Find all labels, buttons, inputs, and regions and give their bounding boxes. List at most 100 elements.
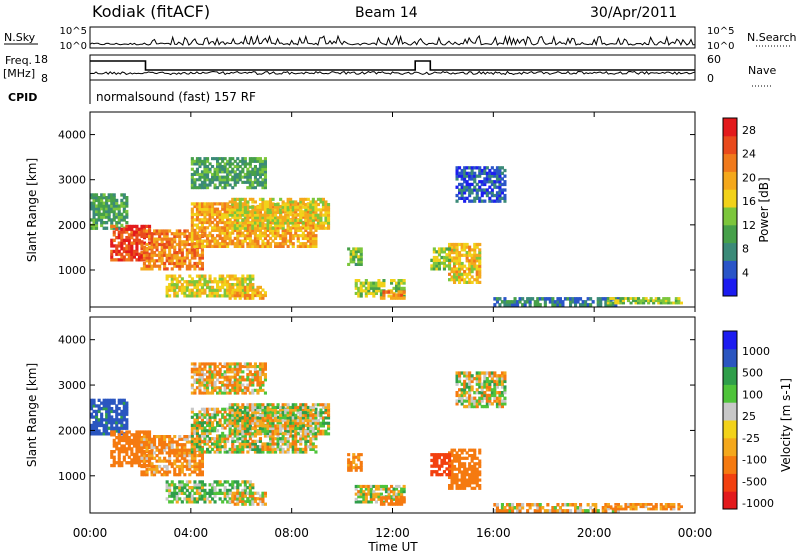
scatter-cell: [493, 199, 497, 203]
scatter-cell: [97, 409, 101, 414]
scatter-cell: [301, 197, 305, 201]
scatter-cell: [432, 250, 436, 254]
scatter-cell: [400, 296, 404, 300]
scatter-cell: [432, 264, 436, 268]
scatter-cell: [120, 461, 124, 465]
scatter-cell: [178, 237, 182, 241]
scatter-cell: [269, 429, 273, 433]
scatter-cell: [246, 167, 250, 171]
scatter-cell: [195, 210, 199, 214]
scatter-cell: [238, 370, 242, 374]
scatter-cell: [364, 291, 368, 295]
scatter-cell: [163, 443, 167, 447]
scatter-cell: [190, 234, 194, 238]
scatter-cell: [458, 259, 462, 263]
scatter-cell: [208, 391, 212, 395]
scatter-cell: [185, 256, 189, 260]
scatter-cell: [110, 226, 114, 230]
scatter-cell: [122, 415, 126, 419]
scatter-cell: [198, 365, 202, 369]
scatter-cell: [150, 470, 154, 474]
scatter-cell: [165, 267, 169, 271]
scatter-cell: [251, 170, 255, 174]
scatter-cell: [107, 404, 111, 408]
scatter-cell: [248, 419, 252, 423]
scatter-cell: [263, 365, 267, 369]
scatter-cell: [117, 458, 121, 462]
scatter-cell: [153, 259, 157, 263]
scatter-cell: [238, 378, 242, 382]
scatter-cell: [148, 245, 152, 249]
scatter-cell: [465, 267, 469, 271]
scatter-cell: [218, 212, 222, 217]
scatter-cell: [168, 285, 172, 290]
scatter-cell: [195, 207, 199, 211]
scatter-cell: [246, 450, 250, 454]
scatter-cell: [279, 224, 283, 228]
scatter-cell: [231, 439, 235, 443]
scatter-cell: [304, 236, 308, 240]
scatter-cell: [110, 207, 114, 211]
scatter-cell: [218, 288, 222, 292]
scatter-cell: [221, 380, 225, 384]
scatter-cell: [309, 411, 313, 415]
scatter-cell: [223, 370, 227, 374]
scatter-cell: [180, 285, 184, 290]
scatter-cell: [160, 240, 164, 244]
scatter-cell: [606, 303, 610, 307]
scatter-cell: [291, 203, 295, 207]
scatter-cell: [112, 207, 116, 211]
scatter-cell: [226, 294, 230, 298]
scatter-cell: [243, 500, 247, 504]
scatter-cell: [448, 242, 452, 247]
scatter-cell: [145, 435, 149, 439]
scatter-cell: [455, 185, 459, 189]
scatter-cell: [218, 157, 222, 161]
scatter-cell: [473, 177, 477, 181]
scatter-cell: [223, 167, 227, 171]
scatter-cell: [319, 429, 323, 433]
scatter-cell: [299, 429, 303, 433]
scatter-cell: [226, 212, 230, 217]
scatter-cell: [387, 490, 391, 494]
scatter-cell: [261, 165, 265, 169]
scatter-cell: [352, 247, 356, 251]
scatter-cell: [175, 251, 179, 255]
scatter-cell: [251, 388, 255, 392]
scatter-cell: [100, 223, 104, 228]
scatter-cell: [304, 405, 308, 409]
scatter-cell: [208, 373, 212, 377]
scatter-cell: [223, 183, 227, 187]
scatter-cell: [137, 255, 141, 259]
scatter-cell: [233, 494, 237, 498]
scatter-cell: [437, 261, 441, 265]
scatter-cell: [228, 413, 232, 417]
scatter-cell: [243, 228, 247, 232]
scatter-cell: [488, 199, 492, 203]
scatter-cell: [243, 437, 247, 441]
scatter-cell: [465, 166, 469, 170]
scatter-cell: [223, 202, 227, 206]
scatter-cell: [256, 291, 260, 295]
scatter-cell: [243, 157, 247, 161]
y-tick-label: 3000: [58, 174, 86, 187]
scatter-cell: [289, 418, 293, 422]
scatter-cell: [90, 432, 94, 436]
scatter-cell: [153, 229, 157, 233]
scatter-cell: [263, 373, 267, 377]
scatter-cell: [216, 288, 220, 292]
scatter-cell: [294, 208, 298, 212]
scatter-cell: [218, 231, 222, 235]
scatter-cell: [132, 455, 136, 459]
scatter-cell: [276, 231, 280, 235]
scatter-cell: [175, 285, 179, 290]
scatter-cell: [299, 234, 303, 238]
scatter-cell: [142, 229, 146, 233]
scatter-cell: [478, 171, 482, 175]
scatter-cell: [105, 196, 109, 200]
scatter-cell: [261, 427, 265, 431]
scatter-cell: [142, 227, 146, 231]
scatter-cell: [246, 427, 250, 431]
scatter-cell: [213, 442, 217, 446]
scatter-cell: [231, 388, 235, 392]
